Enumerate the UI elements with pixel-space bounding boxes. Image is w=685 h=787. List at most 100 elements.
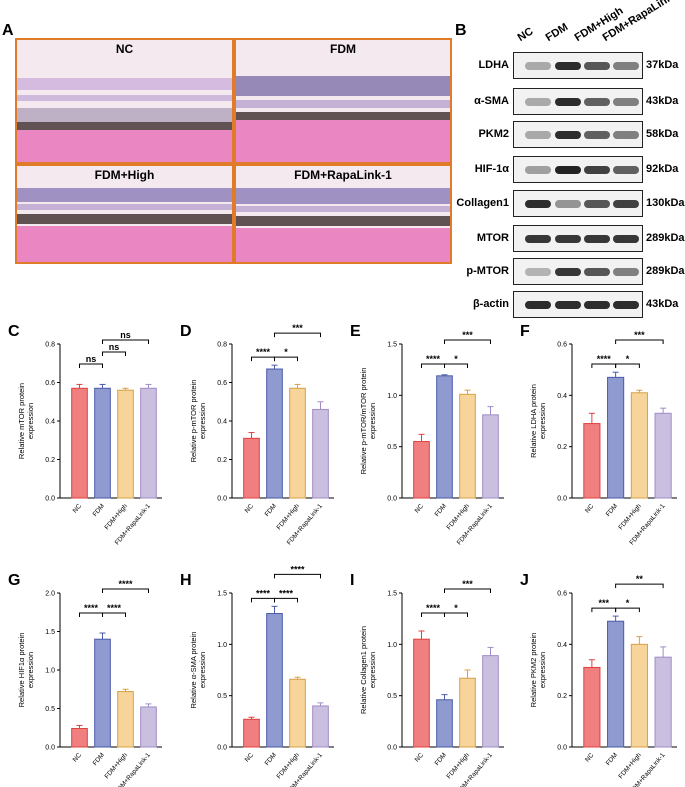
chart-c: C Relative mTOR proteinexpression 0.0 0.2 0.… bbox=[8, 323, 162, 546]
blot-band bbox=[555, 98, 581, 106]
blot-strip bbox=[513, 52, 643, 79]
x-tick-label: FDM bbox=[92, 752, 106, 767]
bar-fdm-high bbox=[630, 643, 648, 748]
bar-fdm-rapalink-1 bbox=[312, 705, 329, 748]
x-tick-label: FDM bbox=[92, 503, 106, 518]
panel-label-a: A bbox=[2, 22, 14, 39]
panel-label: D bbox=[180, 323, 192, 340]
blot-band bbox=[584, 62, 610, 70]
y-tick-label: 0.2 bbox=[217, 457, 227, 464]
bar-fdm-high bbox=[630, 392, 648, 499]
panel-label: H bbox=[180, 572, 192, 589]
significance-label: **** bbox=[426, 354, 441, 364]
significance-label: **** bbox=[107, 603, 122, 613]
significance-label: ns bbox=[86, 354, 97, 364]
blot-strip bbox=[513, 291, 643, 318]
blot-strip bbox=[513, 190, 643, 217]
x-tick-label: NC bbox=[72, 503, 84, 515]
panel-label: E bbox=[350, 323, 361, 340]
significance-label: **** bbox=[84, 603, 99, 613]
significance-bracket bbox=[102, 339, 149, 344]
bar-nc bbox=[413, 638, 430, 748]
blot-band bbox=[555, 268, 581, 276]
y-tick-label: 0.2 bbox=[557, 444, 567, 451]
lane-header: FDM bbox=[543, 21, 571, 44]
y-tick-label: 0.0 bbox=[217, 496, 227, 503]
y-tick-label: 0.8 bbox=[45, 342, 55, 349]
x-tick-label: FDM bbox=[605, 752, 619, 767]
bar-fdm bbox=[266, 613, 283, 748]
y-tick-label: 1.0 bbox=[387, 393, 397, 400]
bar-nc bbox=[413, 441, 430, 499]
significance-label: *** bbox=[292, 323, 303, 333]
significance-label: * bbox=[454, 354, 458, 364]
y-tick-label: 0.5 bbox=[387, 444, 397, 451]
blot-band bbox=[555, 166, 581, 174]
significance-bracket bbox=[274, 356, 298, 362]
bar-nc bbox=[583, 666, 601, 748]
y-axis-label: Relative Collagen1 proteinexpression bbox=[359, 626, 377, 714]
significance-bracket bbox=[591, 363, 617, 368]
significance-label: **** bbox=[290, 564, 305, 574]
bar-fdm-high bbox=[117, 691, 134, 748]
y-tick-label: 0.4 bbox=[557, 393, 567, 400]
blot-strip bbox=[513, 121, 643, 148]
significance-bracket bbox=[274, 597, 298, 603]
y-axis-label: Relative HIF1α proteinexpression bbox=[17, 633, 35, 708]
x-tick-label: FDM+High bbox=[617, 502, 643, 531]
significance-bracket bbox=[79, 612, 103, 617]
bar-fdm-rapalink-1 bbox=[482, 655, 499, 748]
panel-label: I bbox=[350, 572, 354, 589]
molecular-weight: 58kDa bbox=[646, 128, 679, 140]
significance-label: * bbox=[626, 598, 630, 608]
blot-band bbox=[613, 98, 639, 106]
significance-label: **** bbox=[597, 354, 612, 364]
y-axis-label: Relative p-mTOR/mTOR proteinexpression bbox=[359, 368, 377, 475]
bar-fdm-high bbox=[459, 393, 476, 499]
blot-band bbox=[613, 131, 639, 139]
molecular-weight: 43kDa bbox=[646, 298, 679, 310]
histology-nc: NC bbox=[15, 38, 234, 164]
molecular-weight: 289kDa bbox=[646, 232, 685, 244]
y-tick-label: 0.5 bbox=[387, 693, 397, 700]
y-tick-label: 0.8 bbox=[217, 342, 227, 349]
significance-label: **** bbox=[256, 588, 271, 598]
y-tick-label: 0.0 bbox=[217, 745, 227, 752]
y-tick-label: 1.5 bbox=[387, 342, 397, 349]
bar-fdm-rapalink-1 bbox=[654, 656, 672, 748]
blot-strip bbox=[513, 225, 643, 252]
blot-band bbox=[613, 200, 639, 208]
retina-section-image bbox=[236, 40, 450, 162]
significance-label: * bbox=[454, 603, 458, 613]
lane-header: NC bbox=[515, 25, 536, 44]
significance-bracket bbox=[615, 583, 664, 589]
chart-g: G Relative HIF1α proteinexpression 0.0 0.5 1… bbox=[8, 572, 162, 787]
significance-bracket bbox=[444, 339, 491, 344]
bar-fdm bbox=[94, 387, 111, 499]
blot-band bbox=[525, 98, 551, 106]
x-tick-label: FDM bbox=[434, 752, 448, 767]
panel-label: J bbox=[520, 572, 529, 589]
y-tick-label: 0.2 bbox=[557, 693, 567, 700]
y-axis-label: Relative α-SMA proteinexpression bbox=[189, 632, 207, 709]
bar-fdm bbox=[607, 376, 625, 499]
molecular-weight: 289kDa bbox=[646, 265, 685, 277]
y-tick-label: 2.0 bbox=[45, 591, 55, 598]
significance-bracket bbox=[79, 363, 103, 368]
blot-band bbox=[584, 235, 610, 243]
x-tick-label: NC bbox=[414, 752, 426, 764]
panel-label-b: B bbox=[455, 22, 467, 39]
panel-label: G bbox=[8, 572, 20, 589]
blot-strip bbox=[513, 156, 643, 183]
bar-fdm-rapalink-1 bbox=[482, 414, 499, 499]
y-tick-label: 0.0 bbox=[45, 745, 55, 752]
blot-band bbox=[584, 268, 610, 276]
significance-label: * bbox=[284, 347, 288, 357]
bar-nc bbox=[71, 387, 88, 499]
y-tick-label: 1.0 bbox=[217, 642, 227, 649]
y-tick-label: 0.6 bbox=[557, 342, 567, 349]
significance-bracket bbox=[444, 588, 491, 593]
significance-label: ns bbox=[120, 330, 131, 340]
significance-label: **** bbox=[426, 603, 441, 613]
molecular-weight: 43kDa bbox=[646, 95, 679, 107]
